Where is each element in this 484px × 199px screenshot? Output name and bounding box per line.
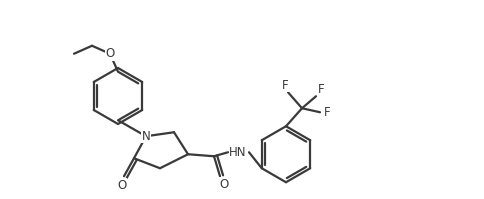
- Text: F: F: [318, 83, 324, 96]
- Text: HN: HN: [229, 146, 247, 159]
- Text: N: N: [142, 130, 151, 143]
- Text: O: O: [118, 179, 127, 192]
- Text: O: O: [219, 178, 228, 191]
- Text: O: O: [106, 47, 115, 60]
- Text: F: F: [324, 106, 330, 119]
- Text: F: F: [282, 79, 288, 92]
